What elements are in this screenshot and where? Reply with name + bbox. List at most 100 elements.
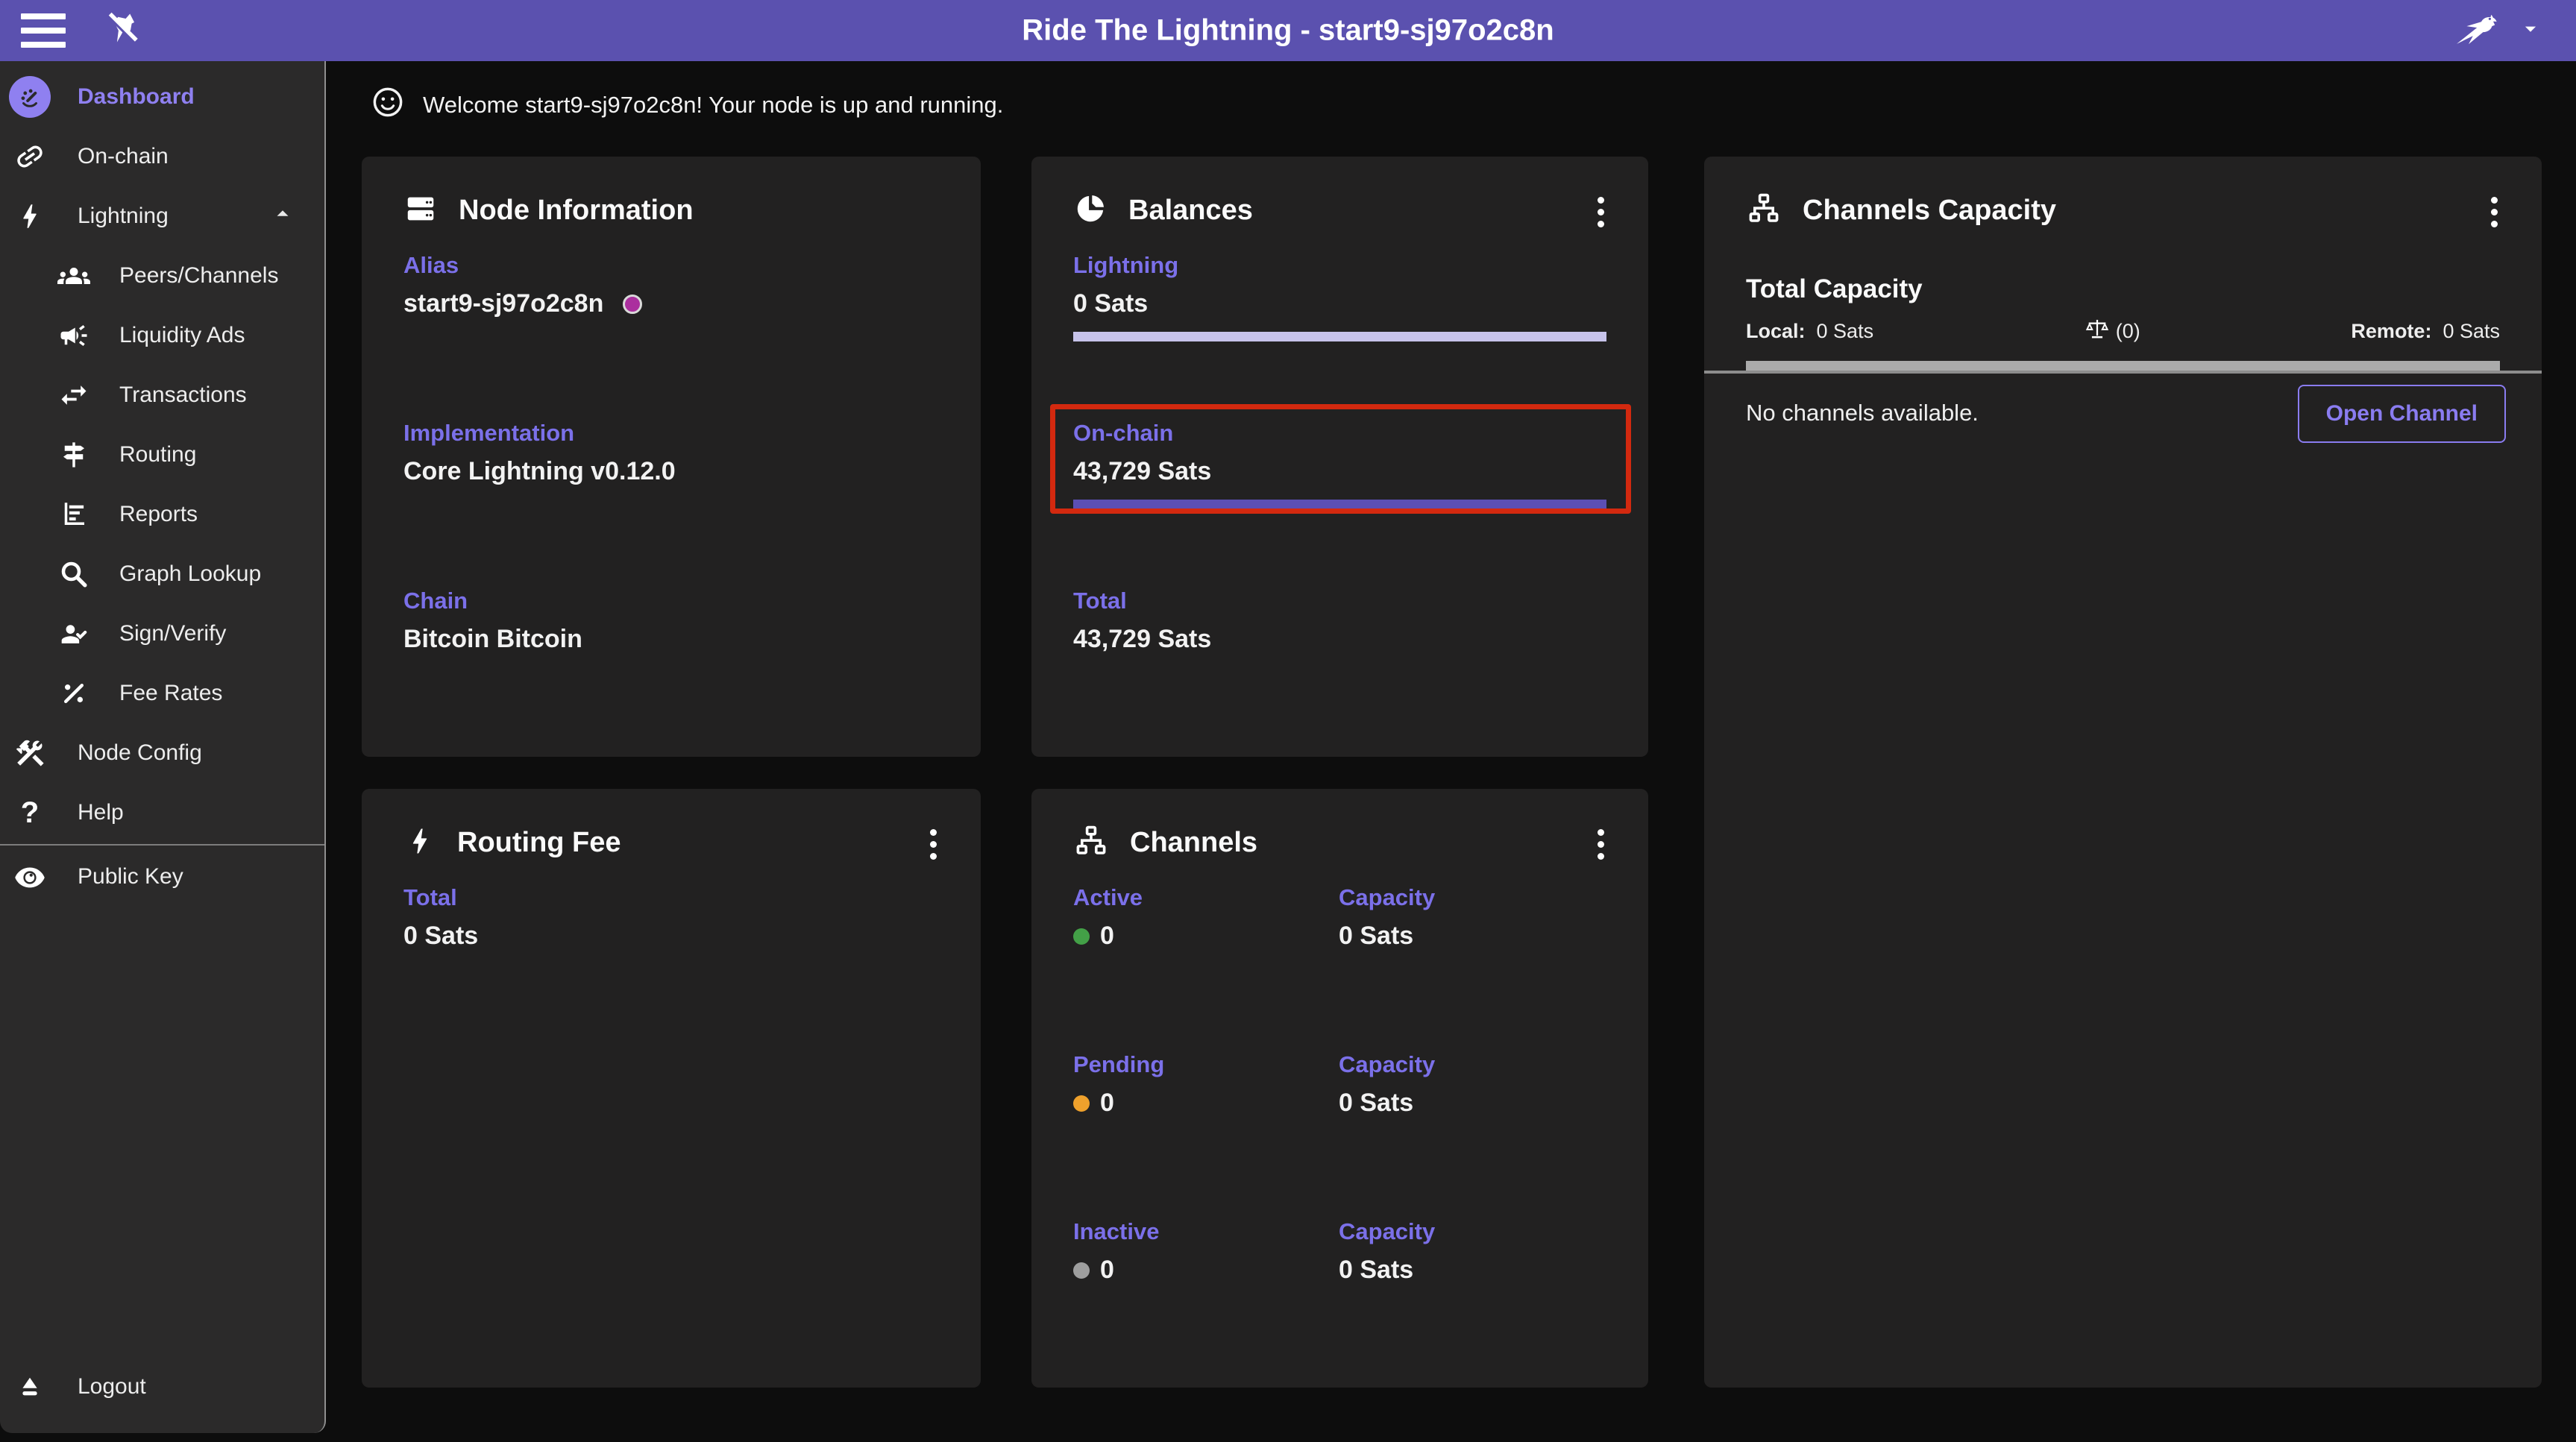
pending-status-dot xyxy=(1073,1095,1090,1112)
sidebar-item-transactions[interactable]: Transactions xyxy=(0,365,324,425)
kebab-menu-icon[interactable] xyxy=(1586,191,1615,233)
card-title-row: Channels Capacity xyxy=(1746,189,2460,231)
sidebar-item-label: Lightning xyxy=(78,204,169,228)
inactive-channels-cell: Inactive 0 xyxy=(1073,1218,1319,1285)
capacity-value: 0 Sats xyxy=(1339,1256,1414,1284)
chain-link-icon xyxy=(9,140,51,173)
card-title: Balances xyxy=(1128,194,1253,226)
implementation-value: Core Lightning v0.12.0 xyxy=(403,457,676,485)
capacity-value: 0 Sats xyxy=(1339,1089,1414,1117)
card-title-row: Node Information xyxy=(403,189,899,231)
sidebar-item-sign-verify[interactable]: Sign/Verify xyxy=(0,604,324,664)
node-information-card: Node Information Alias start9-sj97o2c8n … xyxy=(362,157,981,757)
report-chart-icon xyxy=(53,499,95,530)
sidebar-item-peers-channels[interactable]: Peers/Channels xyxy=(0,246,324,306)
peers-icon xyxy=(53,259,95,292)
sidebar-item-public-key[interactable]: Public Key xyxy=(0,847,324,907)
sidebar-item-graph-lookup[interactable]: Graph Lookup xyxy=(0,544,324,604)
network-icon xyxy=(1073,823,1109,863)
smiley-icon xyxy=(371,85,405,125)
inactive-label: Inactive xyxy=(1073,1218,1160,1244)
sidebar-item-label: Routing xyxy=(119,442,197,467)
sidebar-item-lightning[interactable]: Lightning xyxy=(0,186,324,246)
sidebar-item-label: Node Config xyxy=(78,740,202,765)
pending-label: Pending xyxy=(1073,1051,1165,1077)
inactive-status-dot xyxy=(1073,1262,1090,1279)
sidebar-item-label: Public Key xyxy=(78,864,183,889)
scale-icon xyxy=(2085,316,2110,347)
alias-value: start9-sj97o2c8n xyxy=(403,289,604,318)
implementation-section: Implementation Core Lightning v0.12.0 xyxy=(403,420,939,486)
sidebar-item-node-config[interactable]: Node Config xyxy=(0,723,324,783)
caret-down-icon[interactable] xyxy=(2518,16,2543,45)
pending-count: 0 xyxy=(1100,1089,1114,1117)
capacity-label: Capacity xyxy=(1339,884,1436,910)
implementation-label: Implementation xyxy=(403,420,575,446)
sidebar-item-routing[interactable]: Routing xyxy=(0,425,324,485)
kebab-menu-icon[interactable] xyxy=(2479,191,2509,233)
sidebar-item-label: Peers/Channels xyxy=(119,263,279,288)
local-remote-row: Local: 0 Sats (0) Remote: 0 Sats xyxy=(1746,316,2500,347)
sidebar-spacer xyxy=(0,907,324,1357)
kebab-menu-icon[interactable] xyxy=(1586,823,1615,865)
card-divider xyxy=(1704,371,2542,374)
pin-off-icon[interactable] xyxy=(101,9,142,53)
kebab-menu-icon[interactable] xyxy=(918,823,948,865)
sidebar-item-reports[interactable]: Reports xyxy=(0,485,324,544)
sidebar-item-help[interactable]: ? Help xyxy=(0,783,324,843)
menu-icon[interactable] xyxy=(21,13,66,48)
sidebar-item-fee-rates[interactable]: Fee Rates xyxy=(0,664,324,723)
alias-section: Alias start9-sj97o2c8n xyxy=(403,252,939,318)
active-status-dot xyxy=(1073,928,1090,945)
capacity-bar xyxy=(1746,361,2500,371)
sidebar-item-label: Reports xyxy=(119,502,198,526)
channels-card: Channels Active 0 Capacity 0 Sats Pendin… xyxy=(1031,789,1648,1388)
card-title: Channels Capacity xyxy=(1803,194,2056,226)
chain-value: Bitcoin Bitcoin xyxy=(403,625,582,653)
lightning-balance-bar xyxy=(1073,332,1606,341)
card-title-row: Balances xyxy=(1073,189,1566,231)
rtl-logo-icon[interactable] xyxy=(2449,10,2498,52)
lightning-balance-value: 0 Sats xyxy=(1073,289,1149,318)
chain-section: Chain Bitcoin Bitcoin xyxy=(403,588,939,654)
channels-capacity-card: Channels Capacity Total Capacity Local: … xyxy=(1704,157,2542,1388)
sidebar-item-logout[interactable]: Logout xyxy=(0,1357,324,1417)
open-channel-button[interactable]: Open Channel xyxy=(2297,385,2506,443)
inactive-count: 0 xyxy=(1100,1256,1114,1284)
onchain-balance-value: 43,729 Sats xyxy=(1073,457,1212,485)
sidebar-item-label: Fee Rates xyxy=(119,681,223,705)
network-icon xyxy=(1746,191,1782,230)
active-capacity-cell: Capacity 0 Sats xyxy=(1339,884,1585,951)
percent-icon xyxy=(53,679,95,708)
sidebar-item-label: Transactions xyxy=(119,382,247,407)
welcome-text: Welcome start9-sj97o2c8n! Your node is u… xyxy=(423,92,1004,118)
pie-chart-icon xyxy=(1073,192,1108,230)
sidebar-item-label: Graph Lookup xyxy=(119,561,262,586)
remote-label: Remote: xyxy=(2351,320,2432,342)
onchain-balance-section: On-chain 43,729 Sats xyxy=(1073,420,1606,509)
capacity-label: Capacity xyxy=(1339,1051,1436,1077)
sidebar-item-on-chain[interactable]: On-chain xyxy=(0,127,324,186)
total-balance-section: Total 43,729 Sats xyxy=(1073,588,1606,654)
megaphone-icon xyxy=(53,320,95,351)
sidebar-item-dashboard[interactable]: Dashboard xyxy=(0,67,324,127)
remote-capacity: Remote: 0 Sats xyxy=(2351,320,2500,343)
chevron-up-icon[interactable] xyxy=(269,200,296,233)
question-mark-icon: ? xyxy=(20,796,40,829)
inactive-capacity-cell: Capacity 0 Sats xyxy=(1339,1218,1585,1285)
remote-value: 0 Sats xyxy=(2443,320,2500,342)
tools-icon xyxy=(9,737,51,769)
active-label: Active xyxy=(1073,884,1143,910)
alias-label: Alias xyxy=(403,252,459,278)
pending-capacity-cell: Capacity 0 Sats xyxy=(1339,1051,1585,1118)
local-value: 0 Sats xyxy=(1816,320,1874,342)
bolt-icon xyxy=(9,201,51,232)
local-label: Local: xyxy=(1746,320,1806,342)
sidebar-divider xyxy=(0,844,324,846)
local-capacity: Local: 0 Sats xyxy=(1746,320,1873,343)
balance-count: (0) xyxy=(2115,320,2140,342)
sidebar-item-liquidity-ads[interactable]: Liquidity Ads xyxy=(0,306,324,365)
sidebar-item-label: Liquidity Ads xyxy=(119,323,245,347)
sidebar-item-label: Help xyxy=(78,800,124,825)
